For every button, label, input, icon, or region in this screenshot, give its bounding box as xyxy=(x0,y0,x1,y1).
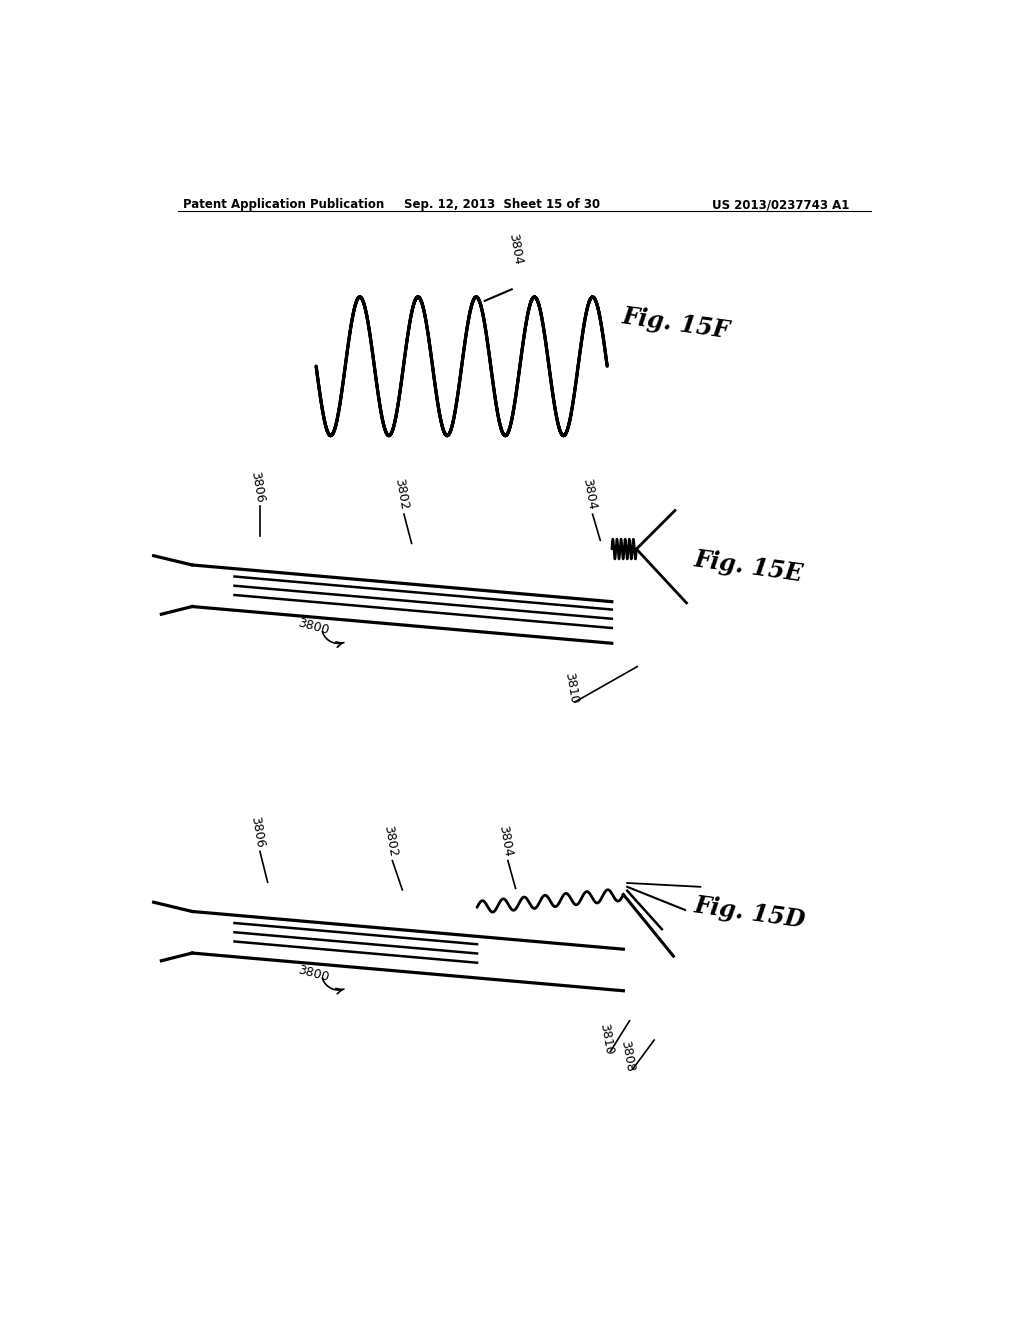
Text: Fig. 15F: Fig. 15F xyxy=(621,305,731,343)
Text: Sep. 12, 2013  Sheet 15 of 30: Sep. 12, 2013 Sheet 15 of 30 xyxy=(403,198,600,211)
Text: 3800: 3800 xyxy=(296,616,331,638)
Text: 3802: 3802 xyxy=(392,478,411,511)
Text: 3810: 3810 xyxy=(597,1022,615,1056)
Text: 3806: 3806 xyxy=(249,814,267,849)
Text: 3806: 3806 xyxy=(249,470,267,503)
Text: 3804: 3804 xyxy=(581,478,599,511)
Text: 3800: 3800 xyxy=(296,964,331,983)
Text: 3804: 3804 xyxy=(507,232,524,267)
Text: 3804: 3804 xyxy=(497,824,515,858)
Text: 3808: 3808 xyxy=(618,1040,636,1073)
Text: Fig. 15E: Fig. 15E xyxy=(692,546,805,586)
Text: 3810: 3810 xyxy=(562,672,581,705)
Text: Fig. 15D: Fig. 15D xyxy=(692,894,807,933)
Text: Patent Application Publication: Patent Application Publication xyxy=(183,198,384,211)
Text: 3802: 3802 xyxy=(381,824,399,858)
Text: US 2013/0237743 A1: US 2013/0237743 A1 xyxy=(712,198,849,211)
